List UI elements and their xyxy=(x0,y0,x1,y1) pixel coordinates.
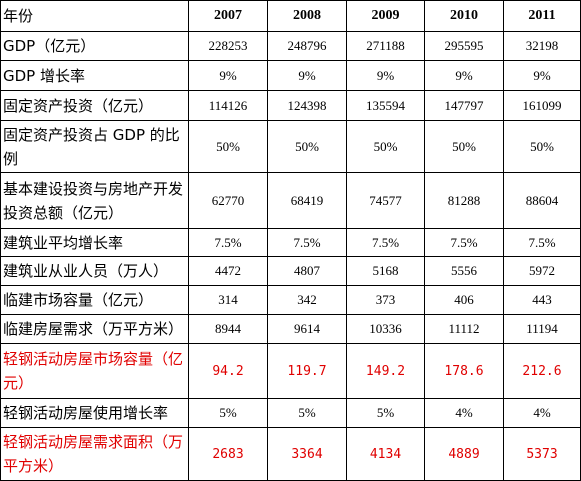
value-cell: 11112 xyxy=(424,314,504,344)
year-header-cell: 2009 xyxy=(346,0,425,32)
value-cell: 4807 xyxy=(267,256,347,286)
value-cell: 4889 xyxy=(424,427,504,481)
row-label-cell: 轻钢活动房屋需求面积（万平方米） xyxy=(0,427,189,481)
value-cell: 10336 xyxy=(346,314,425,344)
value-cell: 50% xyxy=(424,120,504,173)
row-label-cell: 临建房屋需求（万平方米） xyxy=(0,314,189,344)
table-row-highlighted: 轻钢活动房屋市场容量（亿元） 94.2 119.7 149.2 178.6 21… xyxy=(0,343,581,399)
value-cell: 149.2 xyxy=(346,343,425,399)
year-header-cell: 2008 xyxy=(267,0,347,32)
value-cell: 9% xyxy=(424,60,504,91)
value-cell: 178.6 xyxy=(424,343,504,399)
value-cell: 94.2 xyxy=(188,343,268,399)
row-label-cell: 轻钢活动房屋市场容量（亿元） xyxy=(0,343,189,399)
table-row: GDP（亿元） 228253 248796 271188 295595 3219… xyxy=(0,31,581,61)
value-cell: 5373 xyxy=(503,427,581,481)
value-cell: 4% xyxy=(424,398,504,428)
value-cell: 5% xyxy=(267,398,347,428)
table-row-highlighted: 轻钢活动房屋需求面积（万平方米） 2683 3364 4134 4889 537… xyxy=(0,427,581,481)
value-cell: 443 xyxy=(503,285,581,315)
value-cell: 50% xyxy=(267,120,347,173)
row-label-cell: 固定资产投资（亿元） xyxy=(0,90,189,121)
value-cell: 5556 xyxy=(424,256,504,286)
value-cell: 124398 xyxy=(267,90,347,121)
value-cell: 212.6 xyxy=(503,343,581,399)
row-label-cell: 临建市场容量（亿元） xyxy=(0,285,189,315)
row-label-cell: 固定资产投资占 GDP 的比例 xyxy=(0,120,189,173)
value-cell: 62770 xyxy=(188,172,268,229)
value-cell: 5% xyxy=(346,398,425,428)
table-row: 临建市场容量（亿元） 314 342 373 406 443 xyxy=(0,285,581,315)
value-cell: 88604 xyxy=(503,172,581,229)
value-cell: 32198 xyxy=(503,31,581,61)
year-header-cell: 2011 xyxy=(503,0,581,32)
value-cell: 7.5% xyxy=(188,228,268,257)
value-cell: 161099 xyxy=(503,90,581,121)
value-cell: 5972 xyxy=(503,256,581,286)
value-cell: 11194 xyxy=(503,314,581,344)
year-header-cell: 2007 xyxy=(188,0,268,32)
value-cell: 50% xyxy=(188,120,268,173)
value-cell: 119.7 xyxy=(267,343,347,399)
value-cell: 7.5% xyxy=(424,228,504,257)
value-cell: 114126 xyxy=(188,90,268,121)
table-row: 建筑业平均增长率 7.5% 7.5% 7.5% 7.5% 7.5% xyxy=(0,228,581,257)
value-cell: 4472 xyxy=(188,256,268,286)
row-label-cell: 轻钢活动房屋使用增长率 xyxy=(0,398,189,428)
value-cell: 3364 xyxy=(267,427,347,481)
value-cell: 342 xyxy=(267,285,347,315)
value-cell: 4134 xyxy=(346,427,425,481)
value-cell: 68419 xyxy=(267,172,347,229)
value-cell: 248796 xyxy=(267,31,347,61)
row-label-cell: 建筑业从业人员（万人） xyxy=(0,256,189,286)
year-header-cell: 2010 xyxy=(424,0,504,32)
table-row: 固定资产投资（亿元） 114126 124398 135594 147797 1… xyxy=(0,90,581,121)
row-label-cell: GDP（亿元） xyxy=(0,31,189,61)
value-cell: 7.5% xyxy=(503,228,581,257)
row-label-cell: 基本建设投资与房地产开发投资总额（亿元） xyxy=(0,172,189,229)
header-label-cell: 年份 xyxy=(0,0,189,32)
value-cell: 7.5% xyxy=(267,228,347,257)
value-cell: 50% xyxy=(503,120,581,173)
value-cell: 147797 xyxy=(424,90,504,121)
value-cell: 4% xyxy=(503,398,581,428)
value-cell: 228253 xyxy=(188,31,268,61)
table-row: 轻钢活动房屋使用增长率 5% 5% 5% 4% 4% xyxy=(0,398,581,428)
value-cell: 9% xyxy=(267,60,347,91)
table-row: GDP 增长率 9% 9% 9% 9% 9% xyxy=(0,60,581,91)
value-cell: 2683 xyxy=(188,427,268,481)
table-row: 建筑业从业人员（万人） 4472 4807 5168 5556 5972 xyxy=(0,256,581,286)
value-cell: 9% xyxy=(346,60,425,91)
value-cell: 9614 xyxy=(267,314,347,344)
table-row: 基本建设投资与房地产开发投资总额（亿元） 62770 68419 74577 8… xyxy=(0,172,581,229)
row-label-cell: GDP 增长率 xyxy=(0,60,189,91)
table-row: 固定资产投资占 GDP 的比例 50% 50% 50% 50% 50% xyxy=(0,120,581,173)
row-label-cell: 建筑业平均增长率 xyxy=(0,228,189,257)
table-row: 临建房屋需求（万平方米） 8944 9614 10336 11112 11194 xyxy=(0,314,581,344)
value-cell: 295595 xyxy=(424,31,504,61)
value-cell: 5168 xyxy=(346,256,425,286)
value-cell: 7.5% xyxy=(346,228,425,257)
value-cell: 8944 xyxy=(188,314,268,344)
value-cell: 406 xyxy=(424,285,504,315)
value-cell: 9% xyxy=(503,60,581,91)
value-cell: 50% xyxy=(346,120,425,173)
value-cell: 373 xyxy=(346,285,425,315)
value-cell: 135594 xyxy=(346,90,425,121)
header-row: 年份 2007 2008 2009 2010 2011 xyxy=(0,0,581,32)
value-cell: 81288 xyxy=(424,172,504,229)
value-cell: 5% xyxy=(188,398,268,428)
value-cell: 9% xyxy=(188,60,268,91)
value-cell: 271188 xyxy=(346,31,425,61)
value-cell: 314 xyxy=(188,285,268,315)
value-cell: 74577 xyxy=(346,172,425,229)
